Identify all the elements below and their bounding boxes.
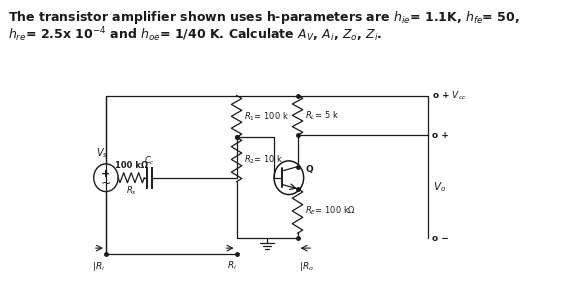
Text: $h_{re}$= 2.5x 10$^{-4}$ and $h_{oe}$= 1/40 K. Calculate $A_V$, $A_i$, $Z_o$, $Z: $h_{re}$= 2.5x 10$^{-4}$ and $h_{oe}$= 1… xyxy=(9,25,382,44)
Text: 100 kΩ: 100 kΩ xyxy=(115,161,147,170)
Text: $R_L$= 5 k: $R_L$= 5 k xyxy=(305,109,339,121)
Text: $R_2$= 10 k: $R_2$= 10 k xyxy=(244,153,284,166)
Text: ~: ~ xyxy=(101,177,111,190)
Text: The transistor amplifier shown uses h-parameters are $h_{ie}$= 1.1K, $h_{fe}$= 5: The transistor amplifier shown uses h-pa… xyxy=(9,9,520,26)
Text: o −: o − xyxy=(431,234,449,243)
Text: o + $V_{cc}$: o + $V_{cc}$ xyxy=(431,89,467,102)
Text: $R_E$= 100 kΩ: $R_E$= 100 kΩ xyxy=(305,205,357,217)
Text: $R_s$: $R_s$ xyxy=(126,185,137,197)
Text: o +: o + xyxy=(431,131,449,140)
Text: +: + xyxy=(101,169,111,179)
Text: $|R_i$: $|R_i$ xyxy=(92,260,105,273)
Text: $R_1$= 100 k: $R_1$= 100 k xyxy=(244,110,289,123)
Text: $R_i$: $R_i$ xyxy=(227,260,237,272)
Text: Q: Q xyxy=(305,165,313,174)
Text: $|R_o$: $|R_o$ xyxy=(299,260,314,273)
Text: $V_s$: $V_s$ xyxy=(96,146,108,160)
Text: $V_o$: $V_o$ xyxy=(433,180,446,194)
Text: $C_c$: $C_c$ xyxy=(144,154,155,167)
